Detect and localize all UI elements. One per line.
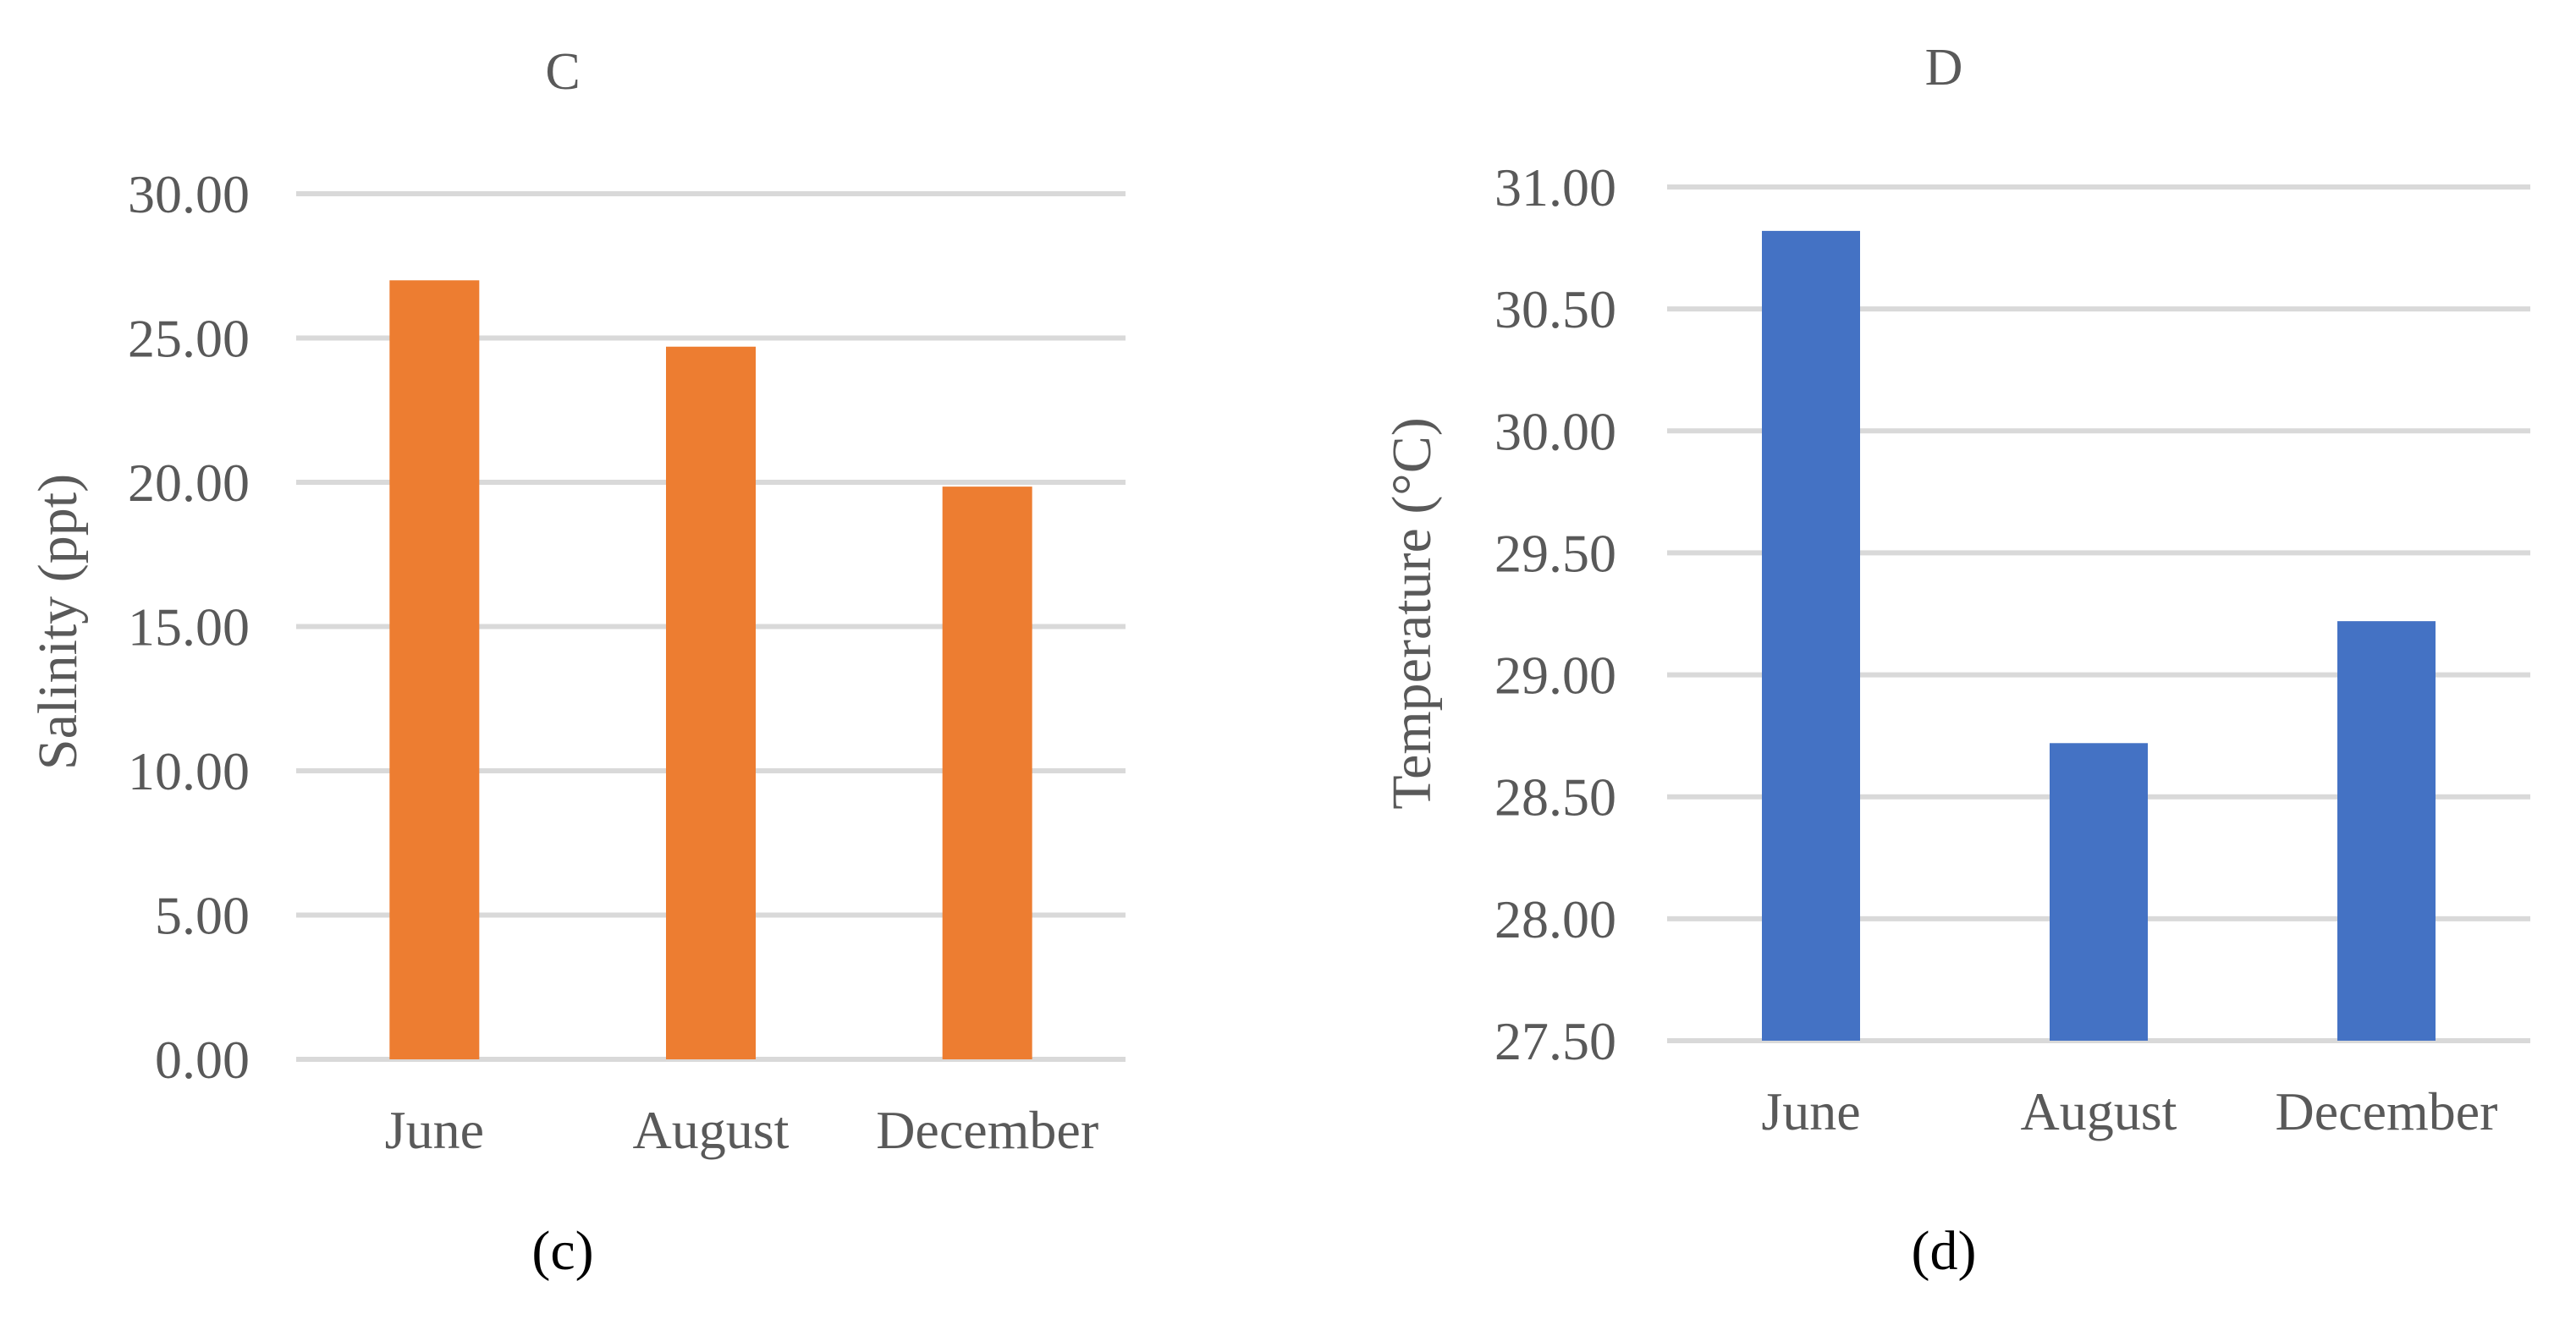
y-tick-label: 30.50 [1494, 279, 1616, 339]
y-tick-label: 30.00 [128, 164, 250, 224]
salinity-chart-panel: C Salinity (ppt) 0.00 5.00 10.00 15.00 20.00… [27, 43, 1126, 1282]
x-category-label: August [633, 1100, 790, 1160]
bars [1762, 230, 2436, 1041]
x-category-label: June [1761, 1081, 1860, 1141]
x-category-labels: June August December [385, 1100, 1098, 1160]
panel-caption: (c) [531, 1220, 593, 1282]
y-tick-label: 25.00 [128, 309, 250, 369]
chart-title: C [545, 43, 580, 101]
bars [389, 280, 1032, 1060]
chart-title: D [1925, 39, 1963, 96]
panel-caption: (d) [1912, 1220, 1977, 1282]
y-tick-label: 28.00 [1494, 889, 1616, 949]
y-tick-labels: 0.00 5.00 10.00 15.00 20.00 25.00 30.00 [128, 164, 250, 1090]
bar-december [942, 487, 1032, 1059]
y-tick-label: 27.50 [1494, 1011, 1616, 1071]
y-tick-label: 28.50 [1494, 767, 1616, 827]
x-category-label: June [385, 1100, 484, 1160]
bar-june [389, 280, 480, 1059]
y-tick-label: 5.00 [155, 886, 250, 946]
y-tick-labels: 27.50 28.00 28.50 29.00 29.50 30.00 30.50 31.00 [1494, 157, 1616, 1071]
x-category-label: December [876, 1100, 1098, 1160]
y-tick-label: 29.00 [1494, 646, 1616, 706]
bar-august [2050, 743, 2148, 1041]
x-category-labels: June August December [1761, 1081, 2497, 1141]
temperature-chart-panel: D Temperature (°C) 27.5028.0028.5029.002… [1381, 39, 2530, 1282]
y-tick-label: 30.00 [1494, 401, 1616, 461]
y-tick-label: 10.00 [128, 741, 250, 801]
x-category-label: August [2021, 1081, 2177, 1141]
y-tick-label: 31.00 [1494, 157, 1616, 217]
y-tick-label: 20.00 [128, 453, 250, 513]
y-axis-title: Salinity (ppt) [27, 474, 89, 770]
x-category-label: December [2276, 1081, 2498, 1141]
bar-june [1762, 230, 1860, 1041]
y-tick-label: 15.00 [128, 597, 250, 657]
y-axis-title: Temperature (°C) [1381, 417, 1443, 809]
bar-december [2337, 621, 2436, 1041]
y-tick-label: 29.50 [1494, 523, 1616, 583]
bar-august [666, 346, 756, 1060]
y-tick-label: 0.00 [155, 1030, 250, 1090]
